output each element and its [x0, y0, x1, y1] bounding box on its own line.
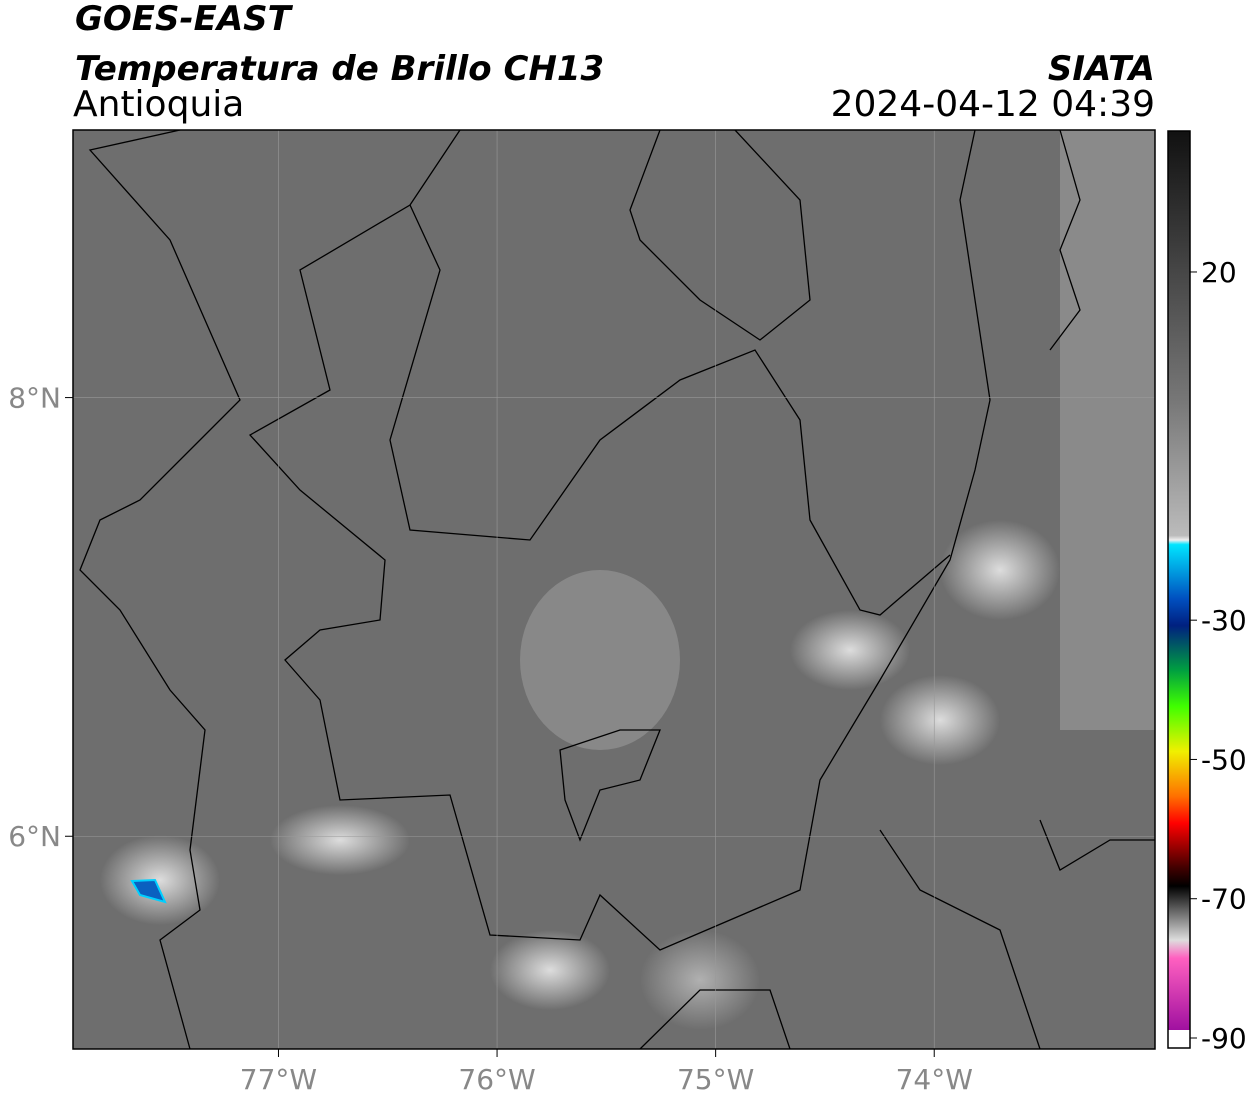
x-tick-label: 77°W	[240, 1063, 317, 1096]
colorbar-tick-label: -70	[1201, 883, 1247, 916]
x-tick-label: 75°W	[677, 1063, 754, 1096]
colorbar-tick-label: -30	[1201, 604, 1247, 637]
source: SIATA	[1048, 49, 1155, 89]
colorbar-tick-label: 20	[1201, 256, 1237, 289]
map-frame	[72, 129, 1156, 1050]
region: Antioquia	[73, 84, 244, 125]
timestamp: 2024-04-12 04:39	[831, 84, 1155, 125]
x-tick-label: 74°W	[896, 1063, 973, 1096]
x-tick-label: 76°W	[458, 1063, 535, 1096]
colorbar-tick-label: -90	[1201, 1022, 1247, 1055]
title: GOES-EAST	[75, 0, 294, 39]
colorbar-frame	[1167, 130, 1191, 1049]
y-tick-label: 8°N	[8, 382, 61, 415]
y-tick-label: 6°N	[8, 820, 61, 853]
map-image	[73, 130, 1155, 1049]
colorbar-tick-label: -50	[1201, 743, 1247, 776]
colorbar	[1168, 131, 1190, 1030]
colorbar-extension	[1168, 1030, 1190, 1048]
subtitle: Temperatura de Brillo CH13	[75, 49, 604, 89]
